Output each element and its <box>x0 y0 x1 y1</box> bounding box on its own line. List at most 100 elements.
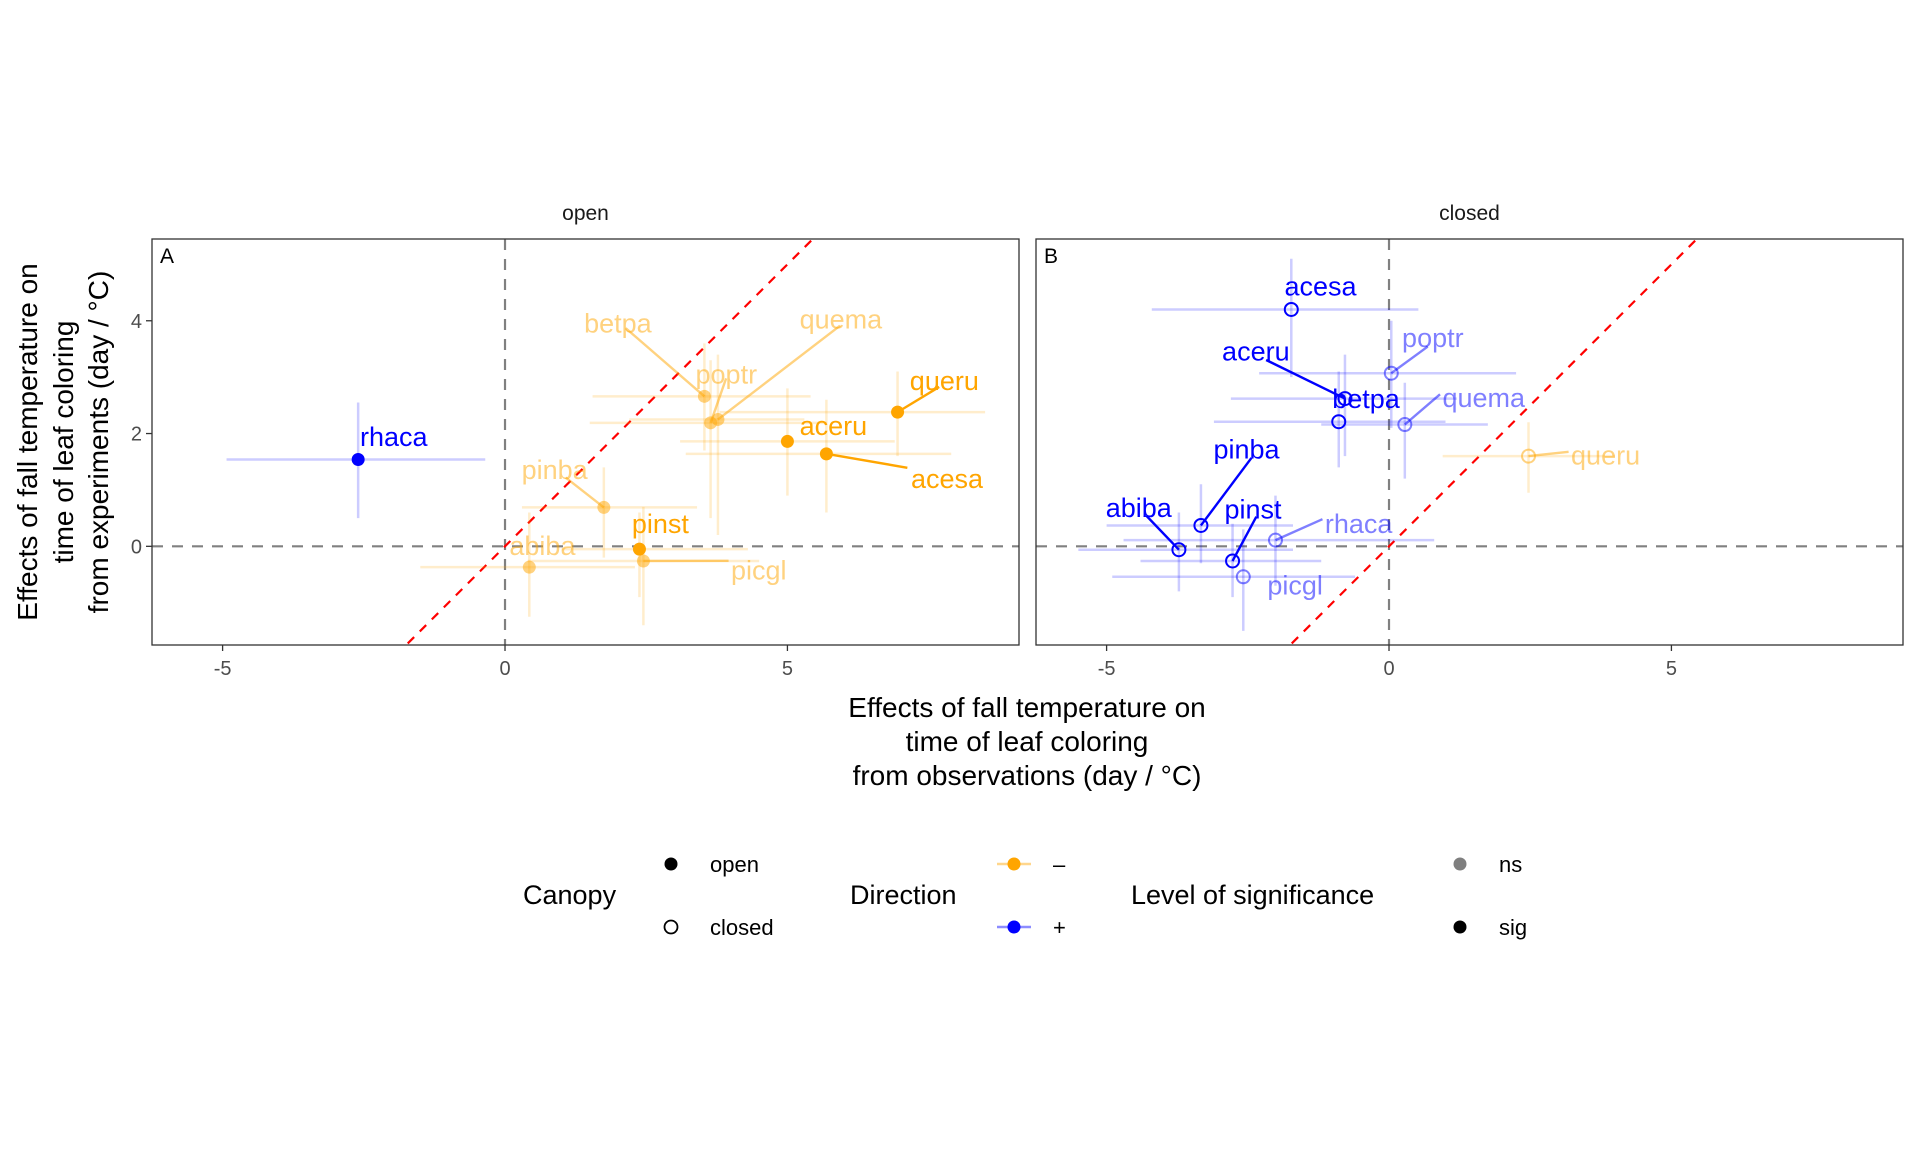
label-connector <box>896 385 940 414</box>
y-axis-title: Effects of fall temperature on time of l… <box>12 263 114 620</box>
x-tick-label: 5 <box>1666 658 1677 680</box>
x-axis-title-line-3: from observations (day / °C) <box>853 760 1202 791</box>
data-point-pinst <box>561 512 748 598</box>
label-connector <box>1390 345 1429 375</box>
legend-group-direction: Direction – + <box>850 852 1066 940</box>
legend-group-canopy: Canopy open closed <box>523 852 774 940</box>
legend-group-level-of-significance: Level of significance ns sig <box>1131 852 1527 940</box>
x-tick-label: -5 <box>214 658 232 680</box>
legend-item-label: ns <box>1499 852 1522 877</box>
point-marker <box>1193 517 1209 533</box>
legend-key-dot <box>1453 857 1467 871</box>
point-label: poptr <box>696 360 758 390</box>
y-tick-label: 2 <box>131 424 142 446</box>
point-label: rhaca <box>360 422 429 452</box>
point-label: acesa <box>1285 272 1358 302</box>
point-label: betpa <box>1332 384 1401 414</box>
point-label: pinba <box>1213 434 1280 464</box>
panel-tag: B <box>1044 245 1058 268</box>
y-axis-title-line-1: Effects of fall temperature on <box>12 263 43 620</box>
label-connector <box>1199 457 1253 527</box>
point-label: rhaca <box>1325 509 1394 539</box>
legend-key-filled-circle <box>664 857 678 871</box>
point-label: picgl <box>1267 570 1323 600</box>
legend-title: Direction <box>850 880 957 910</box>
point-label: queru <box>910 366 979 396</box>
label-connector <box>826 452 908 469</box>
legend-item-label: sig <box>1499 915 1527 940</box>
point-label: pinst <box>632 509 690 539</box>
data-point-aceru <box>680 388 895 496</box>
legend-key-open-circle <box>663 919 679 935</box>
point-marker <box>1267 532 1283 548</box>
point-marker <box>522 560 536 574</box>
x-axis-title-line-2: time of leaf coloring <box>906 726 1149 757</box>
legend-item-label: open <box>710 852 759 877</box>
point-label: aceru <box>800 411 868 441</box>
panel-border <box>151 238 1020 646</box>
y-axis-title-line-2: time of leaf coloring <box>48 321 79 564</box>
point-label: aceru <box>1222 336 1290 366</box>
label-connector <box>1404 393 1441 426</box>
panel-plot-area <box>1036 239 1903 645</box>
data-point-rhaca <box>226 402 486 519</box>
x-tick-label: 0 <box>1383 658 1394 680</box>
label-connector <box>717 324 841 421</box>
label-connector <box>1528 450 1569 458</box>
panel-plot-area <box>152 239 1019 645</box>
strip-label: closed <box>1439 202 1500 225</box>
legend: Canopy open closed Direction – + Level of sign… <box>523 852 1527 940</box>
label-connector <box>1145 514 1180 551</box>
x-axis-title: Effects of fall temperature on time of l… <box>848 692 1205 791</box>
identity-line <box>404 239 815 645</box>
label-connector <box>1274 518 1323 542</box>
label-connector <box>709 377 728 424</box>
y-axis-title-line-3: from experiments (day / °C) <box>83 271 114 614</box>
point-marker <box>351 452 365 466</box>
legend-title: Canopy <box>523 880 617 910</box>
point-label: pinba <box>522 455 589 485</box>
point-marker <box>1397 417 1413 433</box>
point-label: picgl <box>731 556 787 586</box>
point-marker <box>1383 365 1399 381</box>
point-label: quema <box>1442 383 1526 413</box>
point-label: abiba <box>1106 493 1173 523</box>
y-tick-label: 0 <box>131 536 142 558</box>
legend-key-dot <box>1007 857 1021 871</box>
panel-border <box>1035 238 1904 646</box>
point-marker <box>1283 301 1299 317</box>
label-connector <box>1231 516 1258 562</box>
x-axis-title-line-1: Effects of fall temperature on <box>848 692 1205 723</box>
point-marker <box>1331 414 1347 430</box>
point-marker <box>1337 391 1353 407</box>
point-marker <box>632 542 646 556</box>
y-tick-label: 4 <box>131 311 142 333</box>
identity-line <box>1288 239 1699 645</box>
legend-title: Level of significance <box>1131 880 1374 910</box>
legend-key-dot <box>1007 920 1021 934</box>
panel-open: open rhaca betpa poptr quema queru aceru acesa p… <box>131 202 1020 680</box>
point-label: queru <box>1571 441 1640 471</box>
point-marker <box>780 434 794 448</box>
data-point-picgl <box>1112 529 1356 631</box>
point-marker <box>1171 542 1187 558</box>
x-tick-label: 0 <box>499 658 510 680</box>
strip-label: open <box>562 202 609 225</box>
panel-closed: closed acesa poptr aceru betpa quema queru pinb… <box>1035 202 1904 680</box>
data-point-abiba <box>420 512 635 617</box>
data-point-poptr <box>1259 320 1517 428</box>
legend-item-label: closed <box>710 915 774 940</box>
legend-key-dot <box>1453 920 1467 934</box>
point-marker <box>1225 553 1241 569</box>
data-point-acesa <box>1151 258 1419 378</box>
x-tick-label: -5 <box>1098 658 1116 680</box>
legend-item-label: – <box>1053 852 1066 877</box>
point-label: quema <box>800 305 884 335</box>
label-connector <box>564 476 605 509</box>
point-label: poptr <box>1402 323 1464 353</box>
data-point-quema <box>1321 382 1488 479</box>
data-point-abiba <box>1078 512 1293 592</box>
x-tick-label: 5 <box>782 658 793 680</box>
point-marker <box>1235 569 1251 585</box>
